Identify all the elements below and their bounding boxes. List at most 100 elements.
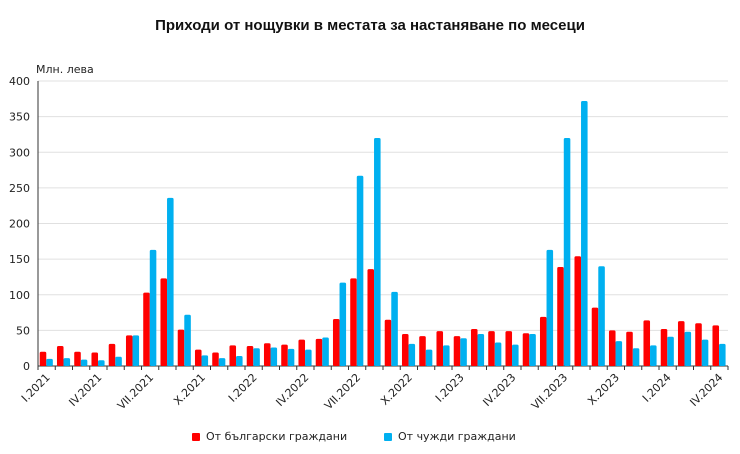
legend-item-foreign: От чужди граждани [384, 430, 516, 443]
bar-bulgarian [384, 319, 392, 366]
x-tick-label: IV.2024 [687, 371, 725, 409]
bar-bulgarian [332, 318, 340, 366]
x-tick-label: IV.2023 [480, 371, 518, 409]
bar-bulgarian [712, 325, 720, 366]
bar-foreign [684, 331, 692, 366]
bar-bulgarian [298, 339, 306, 366]
x-tick-label: VII.2021 [115, 371, 156, 412]
bar-bulgarian [56, 346, 64, 366]
bar-foreign [546, 249, 554, 366]
bar-bulgarian [401, 333, 409, 366]
x-tick-label: X.2022 [378, 371, 415, 408]
legend-label: От български граждани [206, 430, 348, 443]
bar-bulgarian [263, 343, 271, 366]
bar-foreign [236, 356, 243, 366]
bar-foreign [115, 356, 122, 366]
bar-bulgarian [160, 278, 168, 366]
bar-bulgarian [539, 316, 547, 366]
bar-foreign [391, 291, 398, 366]
x-tick-label: I.2021 [19, 371, 53, 405]
y-tick-label: 250 [9, 182, 30, 195]
bar-foreign [512, 344, 519, 366]
y-tick-label: 0 [23, 360, 30, 373]
bar-foreign [270, 347, 278, 366]
bar-bulgarian [143, 292, 150, 366]
bar-foreign [667, 336, 674, 366]
bar-bulgarian [660, 328, 668, 366]
y-tick-label: 100 [9, 289, 30, 302]
bar-bulgarian [177, 329, 185, 366]
bar-foreign [287, 348, 295, 366]
bar-foreign [443, 345, 450, 366]
bar-foreign [425, 349, 433, 366]
bar-foreign [201, 355, 209, 366]
bar-foreign [339, 282, 347, 366]
bar-bulgarian [522, 333, 530, 366]
bar-bulgarian [91, 352, 99, 366]
bar-bulgarian [470, 328, 478, 366]
y-tick-label: 300 [9, 146, 30, 159]
x-tick-label: I.2024 [640, 371, 674, 405]
bar-foreign [63, 358, 71, 366]
x-tick-label: VII.2022 [322, 371, 363, 412]
bar-bulgarian [488, 331, 495, 366]
bar-bulgarian [212, 352, 219, 366]
bar-foreign [46, 358, 53, 366]
bar-foreign [80, 359, 88, 366]
bar-bulgarian [608, 330, 616, 366]
bar-bulgarian [677, 321, 685, 366]
bar-bulgarian [74, 351, 81, 366]
bar-bulgarian [695, 323, 702, 366]
x-tick-label: VII.2023 [529, 371, 570, 412]
bar-foreign [218, 358, 226, 366]
y-axis-label: Млн. лева [36, 63, 94, 76]
bar-foreign [408, 343, 416, 366]
bar-foreign [632, 348, 640, 366]
bar-foreign [701, 339, 709, 366]
x-tick-label: X.2021 [171, 371, 208, 408]
bar-foreign [581, 100, 588, 366]
bar-foreign [494, 342, 502, 366]
bar-bulgarian [643, 320, 651, 366]
bar-bulgarian [557, 266, 564, 366]
bar-bulgarian [246, 346, 254, 366]
bar-foreign [167, 197, 174, 366]
legend-label: От чужди граждани [398, 430, 516, 443]
bar-bulgarian [591, 307, 599, 366]
bar-foreign [322, 337, 329, 366]
bar-foreign [477, 333, 485, 366]
bar-bulgarian [419, 336, 426, 366]
bar-bulgarian [194, 349, 202, 366]
bar-foreign [719, 343, 726, 366]
bar-bulgarian [626, 331, 633, 366]
y-tick-label: 400 [9, 75, 30, 88]
bar-foreign [305, 349, 312, 366]
bar-bulgarian [281, 344, 288, 366]
bar-foreign [598, 266, 605, 366]
bar-bulgarian [574, 256, 582, 366]
bar-foreign [460, 338, 467, 366]
bar-bulgarian [315, 338, 323, 366]
bar-foreign [184, 314, 191, 366]
bar-foreign [650, 345, 657, 366]
bar-foreign [529, 333, 536, 366]
legend-swatch-blue [384, 432, 392, 441]
bar-bulgarian [453, 336, 461, 366]
bar-foreign [615, 341, 623, 366]
y-tick-label: 150 [9, 253, 30, 266]
y-tick-label: 350 [9, 111, 30, 124]
chart-title: Приходи от нощувки в местата за настаняв… [155, 17, 585, 34]
bar-foreign [356, 175, 364, 366]
bar-foreign [132, 335, 140, 366]
legend-item-bulgarian: От български граждани [192, 430, 347, 443]
x-tick-label: IV.2022 [273, 371, 311, 409]
y-tick-label: 200 [9, 218, 30, 231]
bar-bulgarian [505, 331, 513, 366]
bar-foreign [149, 249, 157, 366]
bar-bulgarian [436, 331, 444, 366]
bar-bulgarian [350, 278, 357, 366]
bar-foreign [374, 138, 381, 366]
bar-foreign [253, 348, 260, 366]
